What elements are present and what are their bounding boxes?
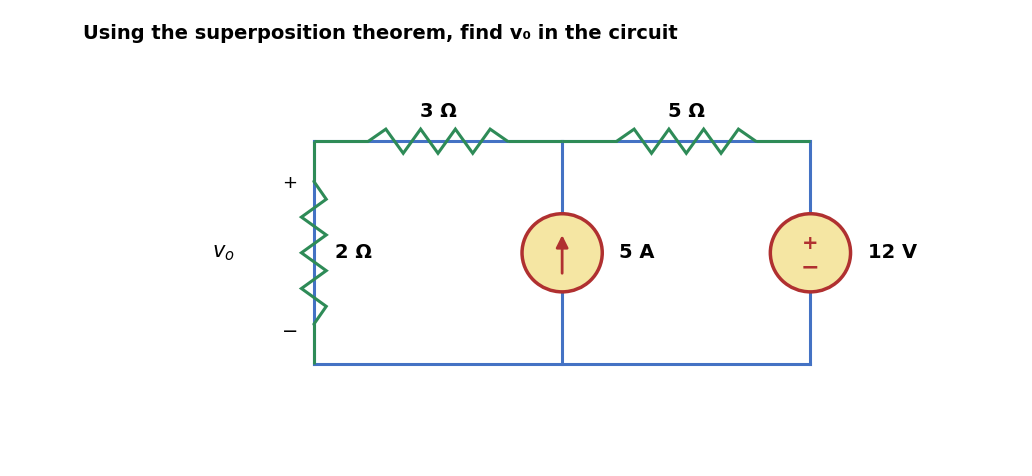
Text: Using the superposition theorem, find v₀ in the circuit: Using the superposition theorem, find v₀… [83, 24, 677, 43]
Text: +: + [802, 234, 818, 253]
Text: 5 Ω: 5 Ω [668, 102, 705, 121]
Text: $v_o$: $v_o$ [212, 243, 234, 263]
Text: 3 Ω: 3 Ω [420, 102, 456, 121]
Text: −: − [282, 322, 298, 341]
Text: 2 Ω: 2 Ω [334, 243, 372, 262]
Circle shape [770, 214, 850, 292]
Text: 12 V: 12 V [868, 243, 916, 262]
Circle shape [522, 214, 603, 292]
Text: +: + [283, 174, 297, 192]
Text: 5 A: 5 A [619, 243, 655, 262]
Text: −: − [801, 258, 819, 278]
